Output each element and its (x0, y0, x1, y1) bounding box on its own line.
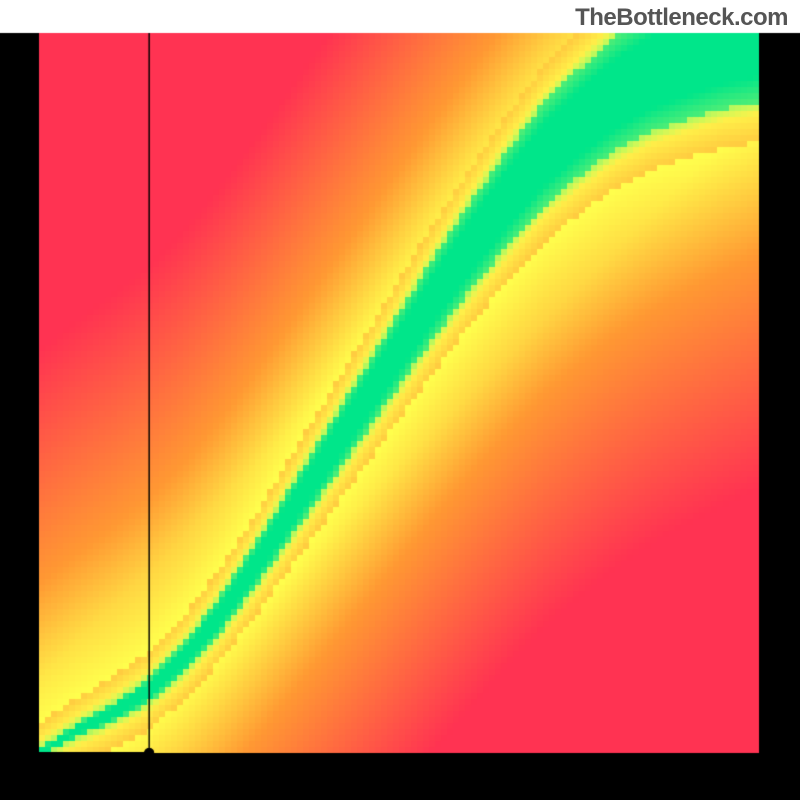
heatmap-canvas (0, 0, 800, 800)
chart-container: TheBottleneck.com (0, 0, 800, 800)
watermark-text: TheBottleneck.com (575, 4, 788, 32)
